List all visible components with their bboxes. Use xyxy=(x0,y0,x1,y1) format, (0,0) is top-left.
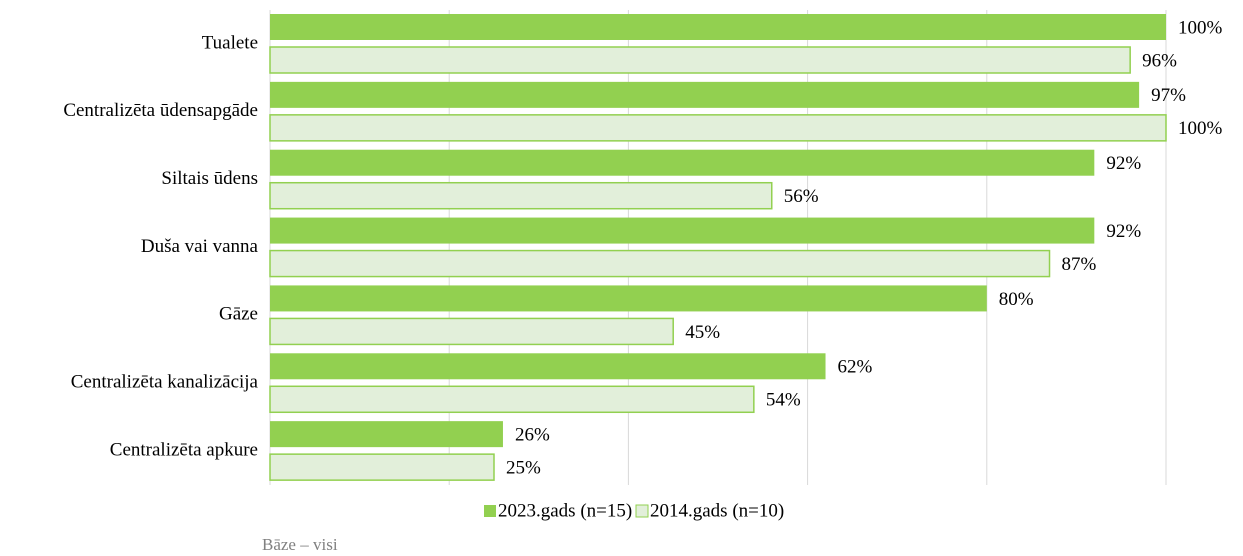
y-tick-label: Centralizēta apkure xyxy=(110,439,258,460)
legend-swatch xyxy=(635,504,649,518)
bar xyxy=(269,385,755,414)
data-label: 100% xyxy=(1178,118,1223,139)
bar xyxy=(270,14,1166,40)
data-label: 25% xyxy=(506,458,541,479)
y-tick-label: Siltais ūdens xyxy=(161,168,258,189)
data-label: 54% xyxy=(766,390,801,411)
data-label: 62% xyxy=(838,357,873,378)
data-label: 26% xyxy=(515,425,550,446)
data-label: 45% xyxy=(685,322,720,343)
y-tick-label: Gāze xyxy=(219,304,258,325)
bar xyxy=(269,317,674,346)
data-label: 96% xyxy=(1142,50,1177,71)
bar xyxy=(270,149,1095,176)
data-label: 56% xyxy=(784,186,819,207)
bar xyxy=(269,249,1051,278)
y-tick-label: Centralizēta kanalizācija xyxy=(71,372,259,393)
bar xyxy=(270,217,1095,244)
bar xyxy=(270,353,826,380)
bar xyxy=(269,114,1167,142)
y-tick-label: Duša vai vanna xyxy=(141,236,259,257)
data-label: 97% xyxy=(1151,85,1186,106)
legend-label: 2023.gads (n=15) xyxy=(498,500,632,521)
data-label: 80% xyxy=(999,289,1034,310)
bar xyxy=(270,421,503,448)
data-label: 87% xyxy=(1062,254,1097,275)
legend-swatch xyxy=(484,505,496,517)
y-tick-label: Tualete xyxy=(202,32,258,53)
bar xyxy=(269,453,495,481)
legend-label: 2014.gads (n=10) xyxy=(650,500,784,521)
note: Bāze – visi xyxy=(262,535,338,554)
data-label: 92% xyxy=(1106,153,1141,174)
bar xyxy=(269,46,1131,74)
y-tick-label: Centralizēta ūdensapgāde xyxy=(63,100,258,121)
bar xyxy=(269,181,773,210)
data-label: 100% xyxy=(1178,17,1223,38)
bar xyxy=(270,81,1140,108)
data-label: 92% xyxy=(1106,221,1141,242)
bar xyxy=(270,285,987,312)
